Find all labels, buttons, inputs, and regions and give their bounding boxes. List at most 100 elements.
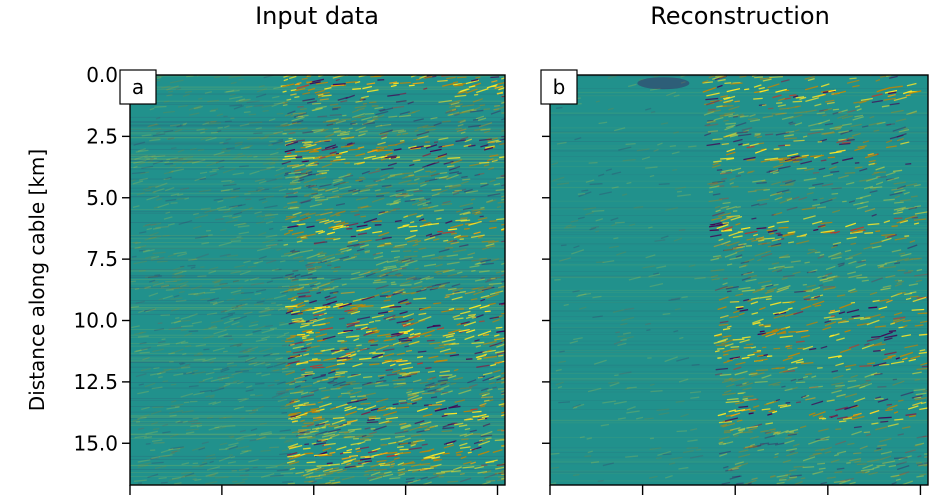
heatmap-stroke [229, 342, 243, 347]
heatmap-stroke [206, 312, 218, 316]
heatmap-stroke [330, 84, 345, 87]
heatmap-stroke [448, 184, 462, 190]
heatmap-stroke [336, 362, 345, 365]
heatmap-stroke [478, 270, 490, 273]
heatmap-stroke [396, 133, 401, 136]
heatmap-stroke [355, 126, 367, 132]
heatmap-stroke [689, 454, 704, 459]
heatmap-stroke [718, 238, 724, 242]
heatmap-stroke [447, 165, 455, 168]
heatmap-stroke [187, 264, 196, 267]
heatmap-stroke [229, 316, 241, 320]
heatmap-stroke [301, 372, 315, 376]
heatmap-stroke [234, 143, 243, 147]
heatmap-stroke [423, 75, 433, 79]
heatmap-stroke [276, 381, 286, 385]
heatmap-stroke [294, 380, 305, 384]
heatmap-stroke [156, 197, 163, 201]
heatmap-stroke [598, 121, 608, 125]
heatmap-stroke [479, 104, 486, 107]
heatmap-stroke [222, 167, 236, 174]
heatmap-stroke [474, 261, 481, 266]
heatmap-stroke [491, 85, 497, 88]
heatmap-stroke [384, 177, 389, 180]
heatmap-stroke [754, 380, 768, 384]
heatmap-stroke [771, 367, 780, 370]
heatmap-stroke [346, 142, 353, 146]
heatmap-stroke [303, 480, 315, 483]
heatmap-stroke [238, 467, 250, 471]
heatmap-stroke [412, 332, 427, 338]
heatmap-stroke [364, 468, 377, 473]
heatmap-stroke [307, 87, 316, 92]
heatmap-stroke [499, 174, 505, 177]
heatmap-stroke [856, 322, 870, 327]
heatmap-stroke [306, 267, 316, 271]
heatmap-stroke [235, 435, 246, 440]
heatmap-stroke [812, 452, 823, 455]
heatmap-stroke [380, 156, 389, 161]
heatmap-stroke [201, 234, 208, 238]
heatmap-stroke [718, 420, 733, 424]
heatmap-stroke [564, 225, 577, 229]
heatmap-stroke [256, 436, 266, 441]
heatmap-stroke [233, 105, 244, 110]
heatmap-stroke [363, 375, 373, 379]
heatmap-stroke [276, 303, 283, 307]
heatmap-stroke [737, 391, 746, 395]
heatmap-stroke [410, 463, 422, 468]
heatmap-stroke [488, 302, 496, 306]
heatmap-stroke [318, 93, 324, 97]
heatmap-stroke [487, 349, 492, 352]
heatmap-stroke [478, 121, 493, 128]
heatmap-stroke [192, 369, 199, 373]
heatmap-stroke [375, 381, 381, 385]
heatmap-stroke [869, 409, 880, 415]
heatmap-stroke [344, 309, 354, 312]
heatmap-stroke [427, 370, 436, 373]
heatmap-stroke [371, 197, 385, 203]
heatmap-stroke [310, 284, 316, 287]
heatmap-stroke [672, 168, 678, 171]
heatmap-stroke [735, 293, 744, 297]
heatmap-stroke [588, 161, 598, 164]
heatmap-stroke [746, 158, 756, 161]
heatmap-stroke [618, 146, 632, 151]
heatmap-stroke [312, 374, 326, 380]
heatmap-stroke [346, 380, 356, 384]
heatmap-stroke [182, 372, 195, 375]
heatmap-stroke [140, 171, 150, 175]
heatmap-stroke [149, 157, 154, 160]
heatmap-stroke [304, 430, 317, 436]
heatmap-stroke [477, 470, 488, 474]
heatmap-stroke [291, 231, 305, 236]
heatmap-stroke [757, 280, 772, 284]
heatmap-stroke [337, 96, 348, 101]
heatmap-stroke [237, 286, 244, 290]
heatmap-stroke [670, 297, 681, 301]
heatmap-stroke [837, 355, 843, 358]
heatmap-stroke [137, 427, 145, 431]
heatmap-stroke [213, 281, 221, 284]
heatmap-stroke [350, 307, 359, 310]
heatmap-stroke [724, 252, 738, 258]
heatmap-stroke [826, 101, 835, 105]
heatmap-stroke [350, 382, 360, 386]
heatmap-stroke [320, 373, 327, 376]
heatmap-stroke [385, 185, 393, 189]
heatmap-stroke [256, 88, 268, 93]
heatmap-stroke [344, 405, 352, 410]
heatmap-stroke [747, 274, 758, 278]
heatmap-stroke [254, 260, 264, 265]
heatmap-stroke [410, 145, 424, 150]
heatmap-stroke [501, 262, 505, 265]
heatmap-stroke [723, 389, 732, 394]
heatmap-stroke [814, 251, 821, 254]
heatmap-stroke [289, 207, 300, 210]
heatmap-stroke [724, 125, 734, 131]
heatmap-stroke [811, 286, 821, 291]
heatmap-stroke [778, 309, 789, 314]
heatmap-stroke [402, 132, 409, 135]
heatmap-stroke [273, 294, 287, 300]
